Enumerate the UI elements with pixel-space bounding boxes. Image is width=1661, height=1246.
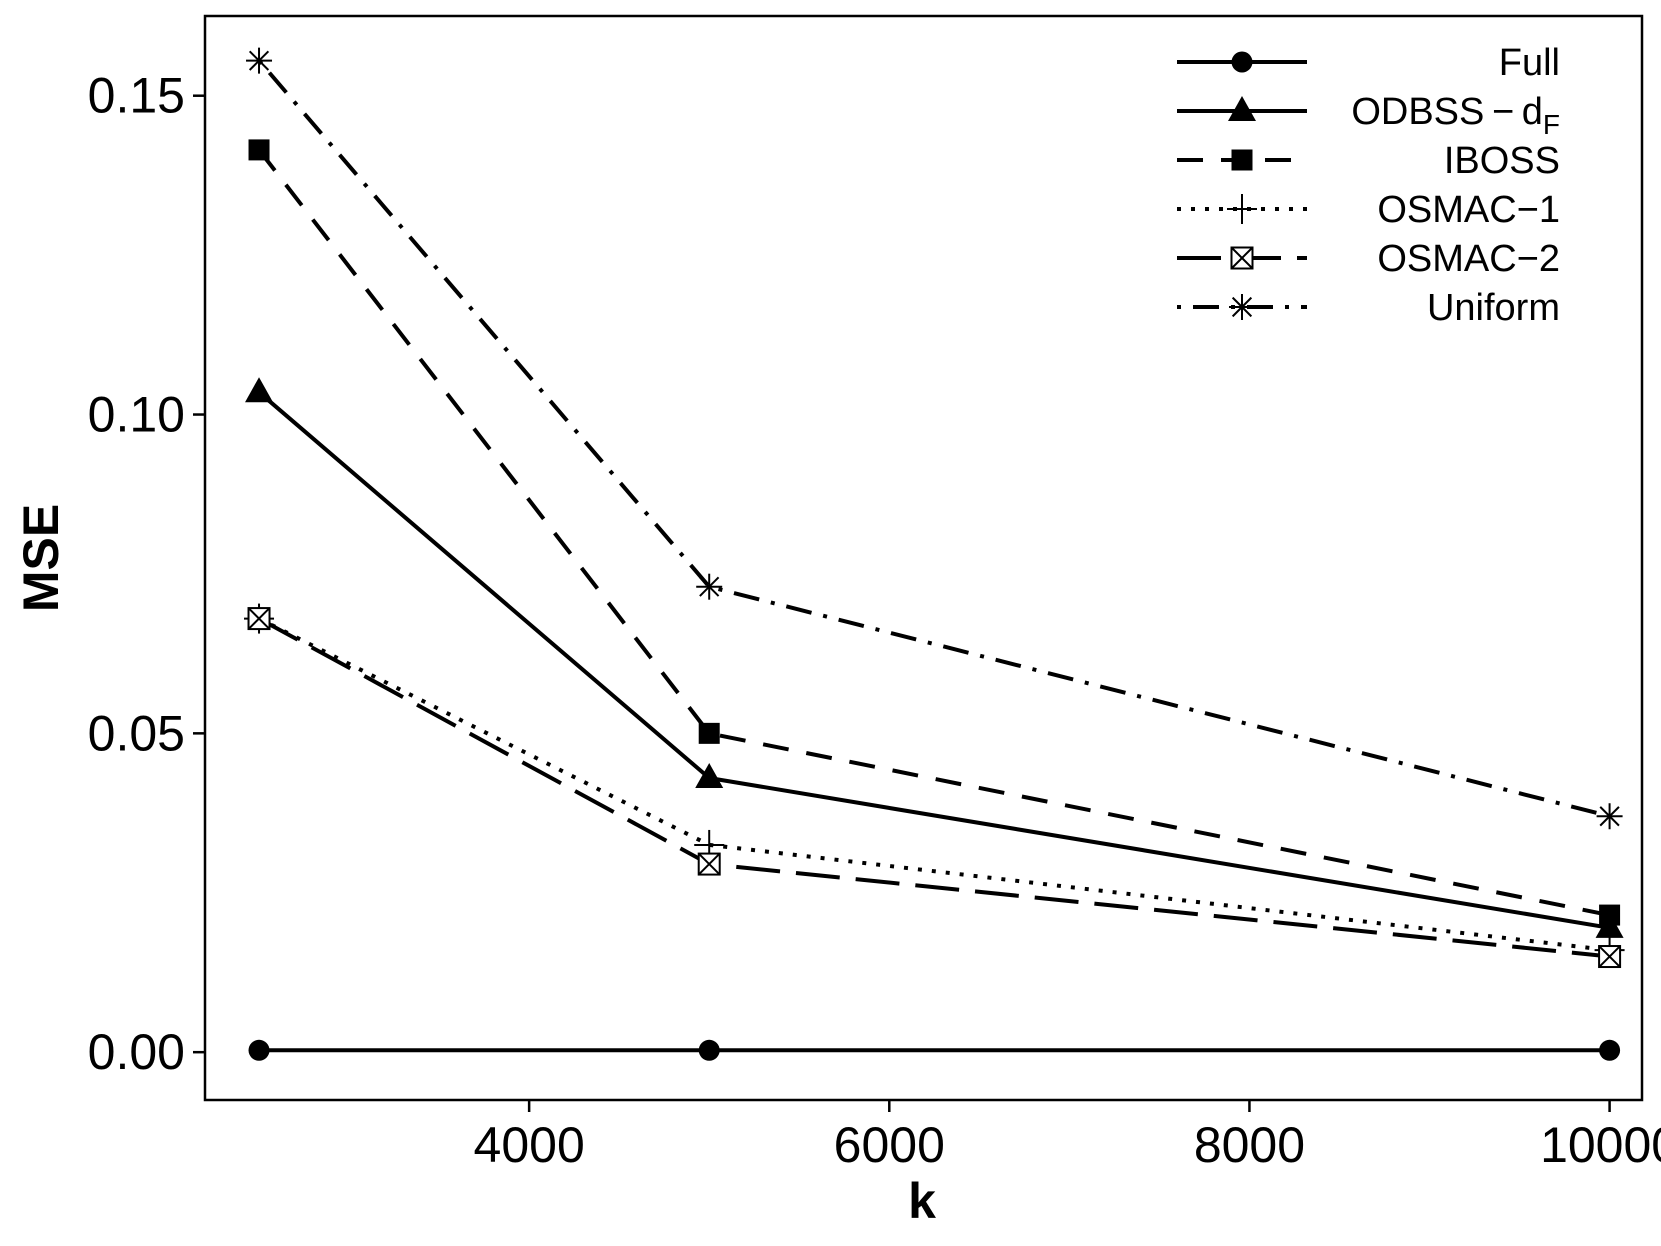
legend-entry-iboss: IBOSS (1177, 140, 1560, 182)
legend-key-marker (1228, 96, 1256, 121)
series-line-osmac-1 (258, 616, 1610, 953)
data-point-iboss-10000 (1599, 904, 1621, 926)
legend-label: IBOSS (1444, 140, 1560, 182)
legend-key-marker (1231, 51, 1253, 73)
legend-label: Full (1499, 42, 1560, 84)
data-point-iboss-5000 (698, 722, 720, 744)
y-tick-label: 0.00 (88, 1024, 185, 1080)
legend-entry-osmac-2: OSMAC−2 (1177, 238, 1560, 280)
legend-key-marker (1229, 294, 1255, 320)
legend-entry-odbss-df: ODBSS − dF (1177, 91, 1560, 140)
data-point-odbss-df-2500 (245, 377, 274, 403)
x-tick-label: 8000 (1194, 1117, 1305, 1173)
legend-key-marker (1231, 149, 1253, 171)
x-axis-title: k (908, 1173, 936, 1229)
data-point-odbss-df-5000 (695, 762, 724, 788)
data-point-osmac-2-2500 (247, 607, 271, 631)
data-point-uniform-2500 (246, 47, 273, 74)
data-point-full-10000 (1599, 1039, 1621, 1061)
data-point-osmac-2-10000 (1598, 945, 1622, 969)
y-tick-label: 0.10 (88, 387, 185, 443)
legend-label: OSMAC−1 (1377, 189, 1560, 231)
legend-label: OSMAC−2 (1377, 238, 1560, 280)
data-point-full-2500 (248, 1039, 270, 1061)
data-point-uniform-5000 (696, 573, 723, 600)
series-line-iboss (257, 148, 1610, 918)
legend-background (1143, 10, 1573, 335)
legend-key-marker (1227, 194, 1257, 224)
data-point-iboss-2500 (248, 139, 270, 161)
legend-entry-uniform: Uniform (1177, 287, 1560, 329)
legend-entry-full: Full (1177, 42, 1560, 84)
legend-entry-osmac-1: OSMAC−1 (1177, 189, 1560, 231)
y-tick-label: 0.15 (88, 68, 185, 124)
data-point-full-5000 (698, 1039, 720, 1061)
legend-label: Uniform (1427, 287, 1560, 329)
y-tick-label: 0.05 (88, 705, 185, 761)
y-axis-title: MSE (13, 504, 69, 612)
legend-key-marker (1230, 246, 1254, 270)
series-markers (244, 47, 1625, 1061)
plot-border (203, 14, 1644, 1102)
data-point-uniform-10000 (1596, 803, 1623, 830)
x-tick-label: 6000 (834, 1117, 945, 1173)
data-point-osmac-2-5000 (697, 852, 721, 876)
legend-label: ODBSS − dF (1351, 91, 1560, 140)
x-tick-label: 4000 (474, 1117, 585, 1173)
